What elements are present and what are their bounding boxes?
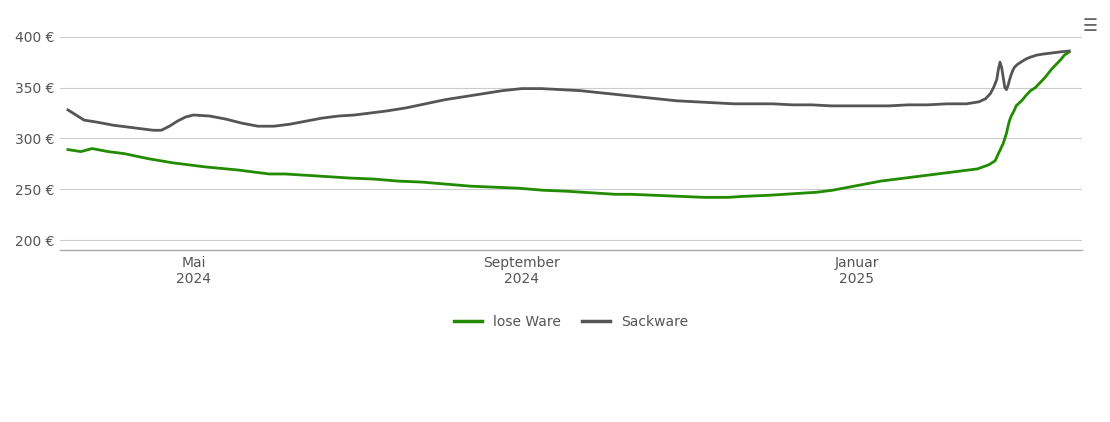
Text: ☰: ☰ [1082, 17, 1098, 35]
Legend: lose Ware, Sackware: lose Ware, Sackware [448, 310, 694, 335]
